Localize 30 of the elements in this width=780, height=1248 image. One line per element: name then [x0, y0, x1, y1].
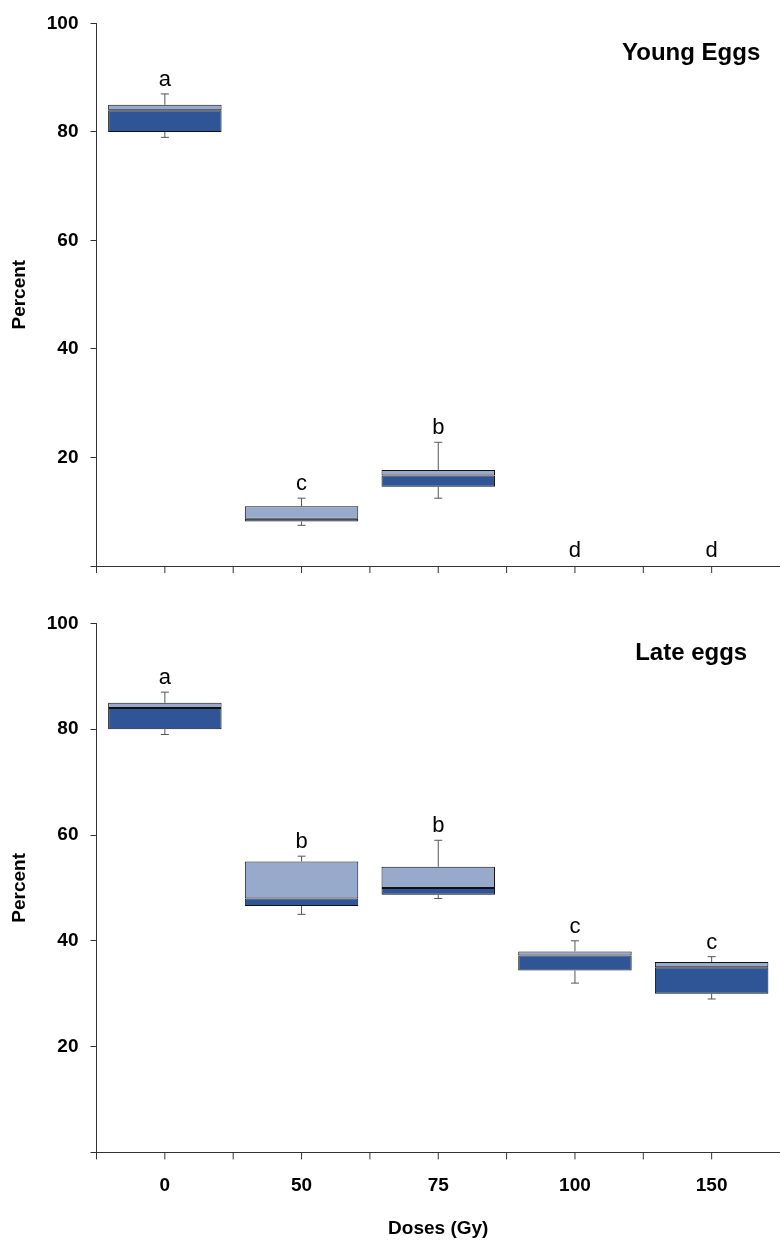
- annotation: d: [705, 537, 718, 563]
- y-tick-label: 20: [57, 445, 79, 467]
- x-axis-title: Doses (Gy): [388, 1216, 489, 1238]
- x-tick-label: 100: [559, 1174, 591, 1196]
- x-tick-label: 50: [290, 1174, 313, 1196]
- x-tick-label: 0: [159, 1174, 171, 1196]
- y-tick-label: 40: [57, 337, 79, 359]
- y-tick-label: 40: [57, 929, 79, 951]
- annotation: b: [432, 812, 445, 838]
- annotation: c: [569, 912, 581, 938]
- annotation: a: [158, 664, 172, 690]
- y-tick-label: 80: [57, 717, 79, 739]
- text: Late eggs: [635, 638, 748, 666]
- y-tick-label: 100: [46, 11, 79, 33]
- annotation: a: [158, 66, 172, 91]
- annotation: c: [706, 928, 718, 954]
- x-tick-label: 75: [427, 1174, 450, 1196]
- annotation: c: [296, 470, 308, 496]
- annotation: b: [432, 414, 445, 440]
- x-tick-label: 150: [695, 1174, 728, 1196]
- y-tick-label: 20: [57, 1034, 79, 1056]
- annotation: d: [568, 537, 582, 563]
- annotation: b: [295, 828, 308, 854]
- text: Young Eggs: [622, 38, 761, 66]
- y-axis-title: Percent: [7, 852, 29, 923]
- y-tick-label: 100: [46, 611, 79, 633]
- y-tick-label: 80: [57, 120, 79, 142]
- y-axis-title: Percent: [7, 259, 29, 330]
- y-tick-label: 60: [57, 823, 79, 845]
- y-tick-label: 60: [57, 228, 79, 250]
